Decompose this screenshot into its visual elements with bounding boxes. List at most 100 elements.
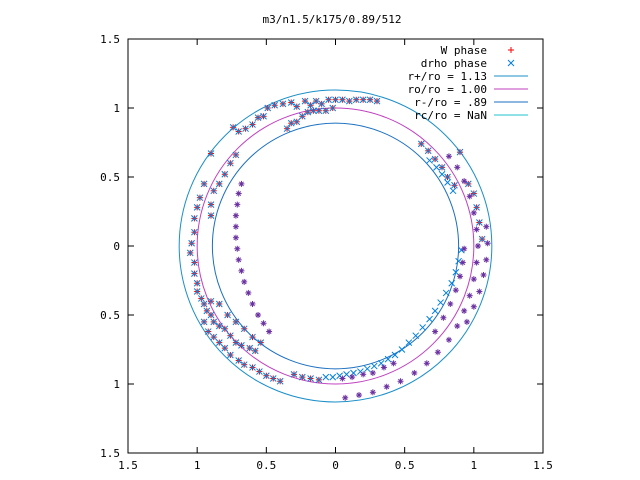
series-3-point <box>369 369 376 376</box>
series-2-point <box>452 268 460 276</box>
series-3-point <box>461 307 468 314</box>
series-2-point <box>193 279 201 287</box>
series-2-point <box>191 215 198 222</box>
series-2-point <box>207 297 215 305</box>
series-2-point <box>391 351 399 359</box>
series-2-point <box>249 333 256 341</box>
series-2-point <box>298 112 306 120</box>
series-2-point <box>449 187 457 195</box>
legend-marker <box>508 47 514 53</box>
series-2-point <box>227 332 234 340</box>
axis-ticks: 1.5 1 0.5 0 0.5 1 1.51.510.500.511.5 <box>100 33 553 472</box>
series-3-point <box>238 180 245 187</box>
series-3-point <box>390 360 397 367</box>
series-2-point <box>332 96 339 104</box>
series-2-point <box>197 295 205 302</box>
series-2-point <box>276 377 284 385</box>
legend-label: r-/ro = .89 <box>414 96 487 109</box>
x-tick-label: 0.5 <box>395 459 415 472</box>
series-2-point <box>473 204 480 211</box>
series-3-point <box>232 223 239 230</box>
series-2-point <box>215 322 223 330</box>
series-3-point <box>349 374 356 381</box>
series-2-point <box>431 155 439 163</box>
series-2-point <box>470 190 478 197</box>
series-2-point <box>240 361 248 369</box>
series-3-point <box>466 193 473 200</box>
series-3-point <box>457 273 463 280</box>
series-2-point <box>417 140 425 148</box>
series-3-point <box>474 243 481 249</box>
series-2-point <box>437 299 444 306</box>
series-2-point <box>370 362 378 370</box>
series-3-point <box>238 267 245 274</box>
ring-circle-3 <box>211 122 460 370</box>
series-2-point <box>433 163 440 171</box>
series-2-point <box>312 97 320 105</box>
series-2-point <box>232 318 240 326</box>
series-3-point <box>342 394 349 401</box>
series-2-point <box>405 339 413 346</box>
series-2-point <box>304 108 312 116</box>
legend-label: drho phase <box>421 57 487 70</box>
series-2-point <box>232 151 240 159</box>
series-3-point <box>234 245 241 252</box>
series-3-point <box>483 223 490 230</box>
series-2-point <box>256 368 263 375</box>
series-3-point <box>339 375 346 382</box>
series-3-point <box>447 300 454 307</box>
series-3-point <box>454 164 461 171</box>
series-2-point <box>293 103 301 110</box>
series-2-point <box>193 288 201 295</box>
series-2-point <box>229 123 237 131</box>
series-2-point <box>455 257 462 265</box>
series-2-point <box>456 148 464 156</box>
chart-title: m3/n1.5/k175/0.89/512 <box>262 13 401 26</box>
series-2-point <box>235 128 243 135</box>
series-2-point <box>339 96 346 104</box>
series-2-point <box>262 372 270 380</box>
series-3-point <box>369 389 376 396</box>
series-2-point <box>210 318 218 326</box>
series-3-point <box>470 209 477 216</box>
series-2-point <box>293 118 301 126</box>
series-2-point <box>254 114 262 122</box>
series-3-point <box>476 288 483 295</box>
series-2-point <box>448 279 456 287</box>
y-tick-label: 0 <box>113 240 120 253</box>
x-tick-label: 0 <box>332 459 339 472</box>
series-2-point <box>442 289 450 297</box>
series-2-point <box>204 328 212 335</box>
series-2-point <box>269 375 277 382</box>
series-2-point <box>191 228 198 236</box>
series-3-point <box>483 256 490 263</box>
series-2-point <box>227 159 234 167</box>
x-tick-label: 1 <box>471 459 478 472</box>
y-tick-label: 0.5 <box>100 309 120 322</box>
x-tick-label: 1.5 <box>533 459 553 472</box>
series-2-point <box>426 315 433 323</box>
y-tick-label: 1.5 <box>100 447 120 460</box>
legend-marker <box>507 59 515 67</box>
y-tick-label: 1 <box>113 378 120 391</box>
series-2-point <box>246 344 254 352</box>
series-3-point <box>463 318 470 325</box>
legend-label: ro/ro = 1.00 <box>408 83 487 96</box>
series-3-point <box>473 226 480 233</box>
series-2-point <box>240 325 248 333</box>
series-2-point <box>188 239 195 247</box>
series-3-point <box>452 287 459 294</box>
series-2-point <box>322 373 330 381</box>
series-2-point <box>215 180 223 188</box>
series-2-point <box>438 163 446 171</box>
ring-circle-1 <box>178 89 493 403</box>
series-2-point <box>249 364 256 371</box>
series-2-point <box>200 300 208 308</box>
series-2-point <box>384 355 392 363</box>
series-3-point <box>235 190 242 197</box>
x-tick-label: 1.5 <box>118 459 138 472</box>
series-2-point <box>431 307 439 315</box>
series-2-point <box>264 104 272 112</box>
series-2-point <box>186 249 194 257</box>
series-2-point <box>318 100 326 108</box>
